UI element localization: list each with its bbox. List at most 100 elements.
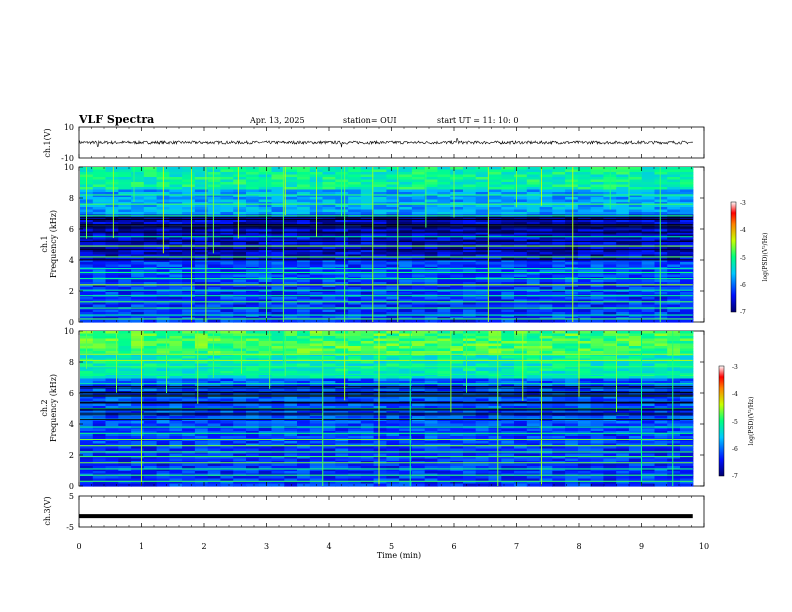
spectrogram-cell [118,217,132,221]
spectrogram-cell [437,423,451,427]
spectrogram-cell [169,421,183,425]
spectrogram-cell [680,184,694,188]
spectrogram-cell [488,284,502,288]
spectrogram-cell [526,411,541,415]
spectrogram-cell [565,423,579,427]
spectrogram-cell [386,421,400,425]
spectrogram-cell [92,262,107,266]
spectrogram-cell [220,368,234,372]
spectrogram-cell [488,257,502,261]
spectrogram-cell [411,406,426,410]
spectrogram-cell [143,304,158,308]
spectrogram-cell [577,212,592,216]
spectrogram-cell [424,292,439,296]
spectrogram-cell [577,343,592,347]
spectrogram-cell [552,309,566,313]
spectrogram-cell [258,411,273,415]
spectrogram-cell [565,204,579,208]
spectrogram-cell [514,207,528,211]
spectrogram-cell [411,289,426,293]
spectrogram-cell [501,192,515,196]
spectrogram-cell [246,299,260,303]
spectrogram-cell [246,406,260,410]
spectrogram-cell [450,341,464,345]
spectrogram-cell [233,242,247,246]
spectrogram-cell [131,366,145,370]
spectrogram-cell [233,297,247,301]
spectrogram-cell [271,282,285,286]
spectrogram-cell [641,381,656,385]
spectrogram-cell [437,204,451,208]
spectrogram-cell [603,304,617,308]
spectrogram-cell [411,269,426,273]
spectrogram-cell [450,202,464,206]
spectrogram-cell [654,346,668,350]
spectrogram-cell [258,302,273,306]
spectrogram-cell [616,378,630,382]
spectrogram-cell [577,289,592,293]
spectrogram-cell [156,373,170,377]
spectrogram-cell [80,403,94,407]
spectrogram-cell [475,272,490,276]
spectrogram-cell [539,411,553,415]
spectrogram-cell [92,167,107,171]
spectrogram-cell [424,227,439,231]
spectrogram-cell [373,373,387,377]
spectrogram-cell [565,343,579,347]
spectrogram-cell [680,237,694,241]
spectrogram-cell [641,304,656,308]
spectrogram-cell [437,169,451,173]
spectrogram-cell [667,167,681,171]
spectrogram-cell [322,204,336,208]
spectrogram-cell [271,416,285,420]
spectrogram-cell [514,304,528,308]
spectrogram-cell [539,272,553,276]
spectrogram-cell [526,403,541,407]
spectrogram-cell [526,351,541,355]
spectrogram-cell [105,209,119,213]
spectrogram-cell [565,167,579,171]
spectrogram-cell [450,338,464,342]
spectrogram-cell [667,182,681,186]
spectrogram-cell [680,259,694,263]
spectrogram-cell [182,381,196,385]
spectrogram-cell [220,292,234,296]
spectrogram-cell [105,287,119,291]
spectrogram-cell [194,197,209,201]
spectrogram-cell [386,368,400,372]
spectrogram-cell [335,431,349,435]
spectrogram-cell [488,252,502,256]
spectrogram-cell [220,319,234,323]
spectrogram-cell [169,177,183,181]
spectrogram-cell [220,274,234,278]
spectrogram-cell [182,299,196,303]
spectrogram-cell [143,172,158,176]
spectrogram-cell [399,254,413,258]
spectrogram-cell [322,257,336,261]
spectrogram-cell [399,361,413,365]
spectrogram-cell [590,398,604,402]
spectrogram-cell [118,189,132,193]
spectrogram-cell [118,234,132,238]
spectrogram-cell [143,348,158,352]
spectrogram-cell [373,431,387,435]
spectrogram-cell [603,219,617,223]
spectrogram-cell [488,237,502,241]
spectrogram-cell [322,192,336,196]
spectrogram-cell [552,232,566,236]
spectrogram-cell [616,247,630,251]
spectrogram-cell [399,348,413,352]
spectrogram-cell [616,279,630,283]
spectrogram-cell [641,366,656,370]
spectrogram-cell [258,314,273,318]
spectrogram-cell [220,172,234,176]
spectrogram-cell [501,383,515,387]
spectrogram-cell [194,222,209,226]
spectrogram-cell [450,167,464,171]
spectrogram-cell [131,336,145,340]
spectrogram-cell [118,381,132,385]
spectrogram-cell [628,179,643,183]
spectrogram-cell [131,229,145,233]
spectrogram-cell [565,416,579,420]
spectrogram-cell [475,259,490,263]
